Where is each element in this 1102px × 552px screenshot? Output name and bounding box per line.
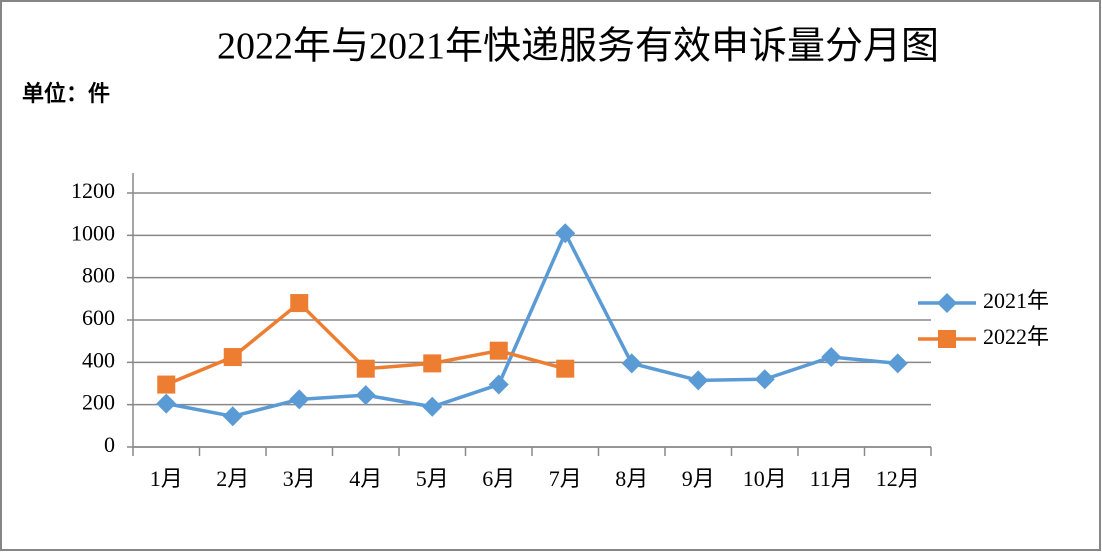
x-tick-label: 5月 (416, 466, 449, 491)
data-point (556, 359, 575, 378)
y-tick-label: 0 (104, 432, 115, 457)
data-point (422, 396, 443, 417)
y-tick-label: 400 (82, 347, 115, 372)
data-point (688, 370, 709, 391)
x-tick-label: 9月 (682, 466, 715, 491)
y-tick-label: 1200 (71, 178, 115, 203)
data-point (223, 348, 242, 367)
x-tick-label: 7月 (549, 466, 582, 491)
x-tick-label: 12月 (876, 466, 920, 491)
y-tick-label: 800 (82, 263, 115, 288)
y-tick-label: 200 (82, 390, 115, 415)
data-point (423, 354, 442, 373)
x-tick-label: 1月 (150, 466, 183, 491)
x-tick-label: 6月 (482, 466, 515, 491)
legend-label: 2022年 (983, 324, 1049, 349)
data-point (355, 385, 376, 406)
x-tick-label: 11月 (810, 466, 853, 491)
y-tick-label: 1000 (71, 220, 115, 245)
x-tick-label: 8月 (615, 466, 648, 491)
data-point (754, 369, 775, 390)
data-point (157, 375, 176, 394)
legend-marker (937, 293, 957, 313)
legend-label: 2021年 (983, 288, 1049, 313)
data-point (156, 393, 177, 414)
series-line (165, 231, 898, 419)
data-point (887, 353, 908, 374)
chart-title: 2022年与2021年快递服务有效申诉量分月图 (217, 26, 939, 68)
data-point (488, 374, 509, 395)
data-point (621, 353, 642, 374)
data-point (821, 347, 842, 368)
x-tick-label: 3月 (283, 466, 316, 491)
data-point (290, 294, 309, 313)
unit-label: 单位：件 (22, 81, 110, 106)
data-point (555, 223, 576, 244)
legend-marker (938, 330, 956, 348)
x-tick-label: 10月 (743, 466, 787, 491)
data-point (489, 341, 508, 360)
y-tick-label: 600 (82, 305, 115, 330)
data-point (356, 359, 375, 378)
data-point (289, 389, 310, 410)
data-point (222, 406, 243, 427)
x-tick-label: 2月 (216, 466, 249, 491)
x-tick-label: 4月 (349, 466, 382, 491)
